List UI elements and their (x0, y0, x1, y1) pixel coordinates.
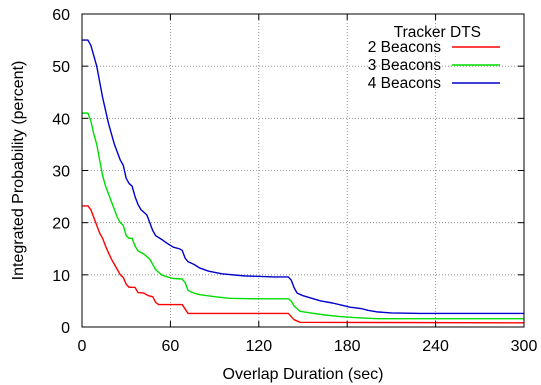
y-axis-title: Integrated Probability (percent) (10, 61, 27, 281)
x-tick-label: 300 (511, 338, 538, 355)
legend-label: 3 Beacons (368, 57, 441, 74)
y-tick-label: 20 (52, 216, 70, 233)
y-tick-label: 30 (52, 164, 70, 181)
y-tick-label: 10 (52, 268, 70, 285)
x-tick-label: 0 (78, 338, 87, 355)
legend-title: Tracker DTS (394, 24, 481, 41)
y-tick-label: 60 (52, 7, 70, 24)
y-tick-label: 50 (52, 59, 70, 76)
x-tick-label: 60 (162, 338, 180, 355)
legend-label: 4 Beacons (368, 75, 441, 92)
series-line-3 (82, 39, 524, 315)
series-line-2 (82, 112, 524, 320)
legend-label: 2 Beacons (368, 39, 441, 56)
x-axis-title: Overlap Duration (sec) (223, 366, 384, 383)
x-tick-label: 240 (422, 338, 449, 355)
y-tick-label: 0 (61, 320, 70, 337)
x-tick-label: 120 (245, 338, 272, 355)
series-lines (82, 39, 525, 324)
axis-ticks: 0 60 120 180 240 300 0 10 20 30 40 50 60 (52, 7, 537, 355)
series-line-1 (82, 205, 525, 324)
grid-lines (82, 14, 524, 327)
x-tick-label: 180 (334, 338, 361, 355)
y-tick-label: 40 (52, 111, 70, 128)
